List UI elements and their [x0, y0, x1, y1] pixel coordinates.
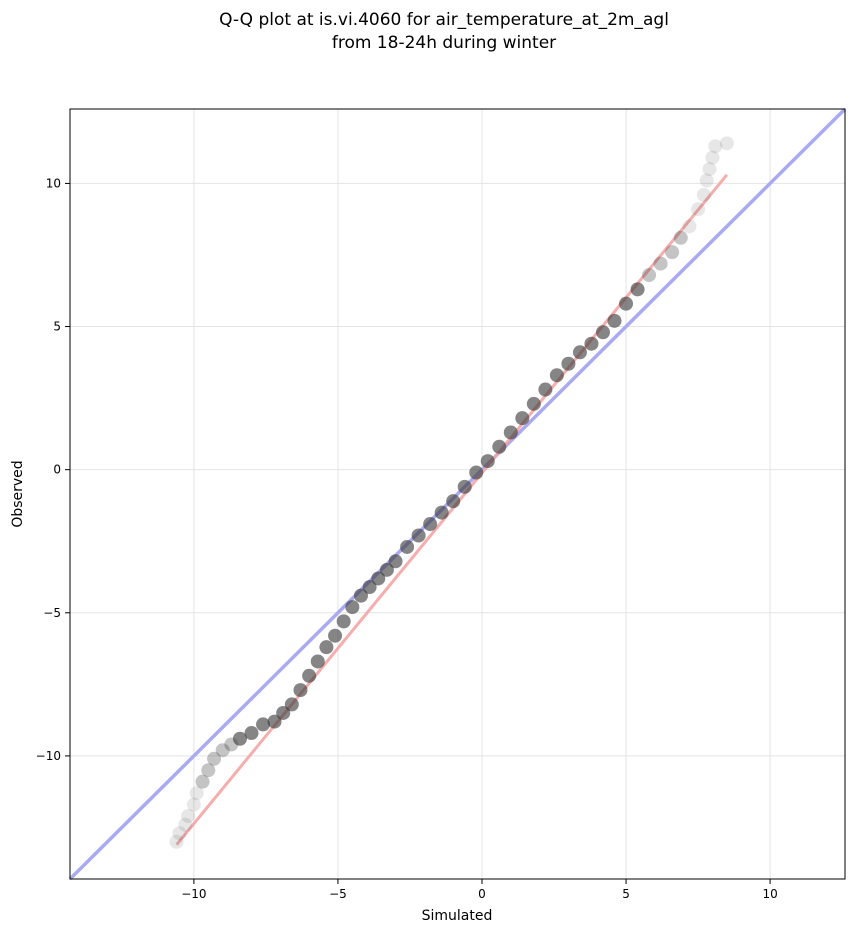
- quantile-point: [584, 336, 599, 351]
- quantile-point: [719, 136, 734, 151]
- quantile-point: [619, 296, 634, 311]
- quantile-point: [336, 614, 351, 629]
- quantile-point: [244, 726, 259, 741]
- quantile-point: [665, 245, 680, 260]
- quantile-point: [538, 382, 553, 397]
- quantile-point: [310, 654, 325, 669]
- quantile-point: [284, 697, 299, 712]
- quantile-point: [549, 368, 564, 383]
- x-axis-ticks: −10 −5 0 5 10: [181, 879, 778, 901]
- quantile-point: [480, 454, 495, 469]
- x-tick-label: 10: [762, 887, 777, 901]
- quantile-point: [319, 640, 334, 655]
- quantile-point: [691, 202, 706, 217]
- quantile-point: [682, 219, 697, 234]
- y-tick-label: 5: [53, 320, 61, 334]
- quantile-point: [607, 313, 622, 328]
- quantile-point: [302, 668, 317, 683]
- quantile-point: [215, 743, 230, 758]
- quantile-point: [178, 817, 193, 832]
- quantile-point: [328, 628, 343, 643]
- quantile-point: [595, 325, 610, 340]
- quantile-point: [400, 539, 415, 554]
- chart-title-line2: from 18-24h during winter: [332, 33, 556, 53]
- y-tick-label: 0: [53, 463, 61, 477]
- quantile-point: [267, 714, 282, 729]
- quantile-point: [503, 425, 518, 440]
- quantile-point: [434, 505, 449, 520]
- quantile-point: [353, 588, 368, 603]
- quantile-point: [642, 268, 657, 283]
- quantile-point: [256, 717, 271, 732]
- quantile-point: [232, 731, 247, 746]
- quantile-point: [345, 600, 360, 615]
- x-tick-label: 0: [478, 887, 486, 901]
- quantile-point: [195, 774, 210, 789]
- quantile-point: [515, 411, 530, 426]
- quantile-point: [653, 256, 668, 271]
- quantile-point: [371, 571, 386, 586]
- quantile-point: [181, 809, 196, 824]
- quantile-point: [172, 826, 187, 841]
- quantile-point: [572, 345, 587, 360]
- quantile-point: [169, 834, 184, 849]
- quantile-point: [446, 494, 461, 509]
- x-tick-label: −5: [329, 887, 347, 901]
- quantile-point: [526, 396, 541, 411]
- quantile-point: [696, 187, 711, 202]
- quantile-point: [561, 356, 576, 371]
- quantile-point: [492, 439, 507, 454]
- quantile-point: [708, 139, 723, 154]
- quantile-point: [293, 683, 308, 698]
- y-axis-label: Observed: [10, 460, 26, 527]
- x-tick-label: 5: [622, 887, 630, 901]
- quantile-point: [702, 162, 717, 177]
- y-tick-label: 10: [46, 176, 61, 190]
- quantile-points: [169, 136, 734, 849]
- quantile-point: [388, 554, 403, 569]
- quantile-point: [673, 230, 688, 245]
- y-axis-ticks: −10 −5 0 5 10: [36, 176, 70, 763]
- chart-title-line1: Q-Q plot at is.vi.4060 for air_temperatu…: [219, 10, 669, 30]
- quantile-point: [469, 465, 484, 480]
- quantile-point: [201, 763, 216, 778]
- quantile-point: [379, 562, 394, 577]
- y-tick-label: −5: [43, 606, 61, 620]
- grid-lines: [70, 109, 845, 879]
- quantile-point: [423, 517, 438, 532]
- x-axis-label: Simulated: [422, 908, 493, 924]
- identity-line: [68, 107, 847, 881]
- quantile-point: [411, 528, 426, 543]
- quantile-point: [276, 705, 291, 720]
- quantile-point: [705, 150, 720, 165]
- quantile-point: [457, 479, 472, 494]
- reference-lines: [68, 107, 847, 881]
- quantile-point: [630, 282, 645, 297]
- quantile-point: [362, 580, 377, 595]
- quantile-point: [189, 786, 204, 801]
- plot-frame: [69, 108, 846, 880]
- quantile-point: [186, 797, 201, 812]
- y-tick-label: −10: [36, 749, 61, 763]
- quantile-point: [699, 173, 714, 188]
- x-tick-label: −10: [181, 887, 206, 901]
- quantile-point: [207, 751, 222, 766]
